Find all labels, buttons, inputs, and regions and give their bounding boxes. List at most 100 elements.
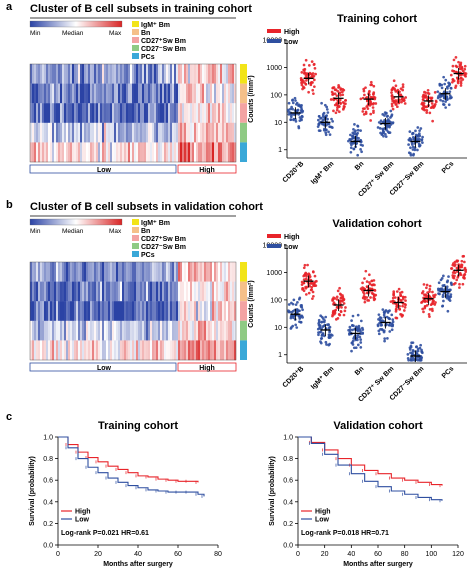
- heatmap-cell: [212, 281, 215, 302]
- data-point: [442, 274, 445, 278]
- heatmap-cell: [132, 142, 135, 163]
- heatmap-cell: [72, 320, 75, 341]
- heatmap-cell: [206, 301, 209, 321]
- data-point: [304, 73, 308, 77]
- data-point: [321, 317, 325, 320]
- data-point: [422, 310, 425, 314]
- data-point: [296, 301, 299, 304]
- heatmap-cell: [204, 340, 207, 361]
- heatmap-cell: [116, 301, 119, 321]
- data-point: [312, 78, 316, 82]
- heatmap-subset-strip: [240, 281, 247, 302]
- heatmap-cell: [222, 142, 225, 163]
- heatmap-cell: [152, 340, 155, 361]
- heatmap-cell: [62, 64, 65, 84]
- heatmap-cell: [56, 340, 59, 361]
- data-point: [413, 148, 417, 152]
- x-category-label: PCs: [441, 160, 456, 175]
- survival-curve-low: [58, 436, 205, 497]
- data-point: [420, 348, 423, 352]
- data-point: [384, 309, 387, 313]
- data-point: [352, 128, 355, 131]
- heatmap-cell: [148, 122, 151, 143]
- data-point: [331, 86, 335, 90]
- heatmap-cell: [162, 320, 165, 341]
- heatmap-cell: [220, 142, 223, 163]
- heatmap-cell: [58, 142, 61, 163]
- data-point: [443, 82, 447, 86]
- subset-legend-label: IgM⁺ Bm: [141, 22, 170, 29]
- y-tick-label: 0.6: [283, 478, 293, 485]
- heatmap-cell: [194, 320, 197, 341]
- heatmap-cell: [122, 142, 125, 163]
- heatmap-cell: [42, 142, 45, 163]
- heatmap-title-a: Cluster of B cell subsets in training co…: [30, 3, 252, 15]
- y-axis-label: Counts (/mm²): [248, 75, 255, 122]
- data-point: [359, 345, 363, 349]
- data-point: [297, 125, 301, 128]
- data-point: [434, 99, 438, 103]
- heatmap-cell: [216, 103, 219, 123]
- data-point: [441, 304, 445, 308]
- heatmap-cell: [206, 281, 209, 302]
- heatmap-cell: [196, 262, 199, 282]
- heatmap-cell: [188, 320, 191, 341]
- data-point: [310, 60, 314, 63]
- heatmap-cell: [76, 320, 79, 341]
- data-point: [338, 91, 342, 95]
- heatmap-cell: [230, 103, 233, 123]
- data-point: [407, 151, 411, 155]
- data-point: [401, 314, 405, 317]
- heatmap-cell: [48, 262, 51, 282]
- heatmap-cell: [30, 122, 33, 143]
- heatmap-cell: [174, 262, 177, 282]
- heatmap-cell: [152, 64, 155, 84]
- heatmap-cell: [98, 320, 101, 341]
- heatmap-cell: [138, 142, 141, 163]
- heatmap-cell: [70, 83, 73, 104]
- heatmap-cell: [64, 122, 67, 143]
- data-point: [432, 295, 436, 299]
- heatmap-cell: [228, 340, 231, 361]
- heatmap-cell: [56, 103, 59, 123]
- data-point: [412, 356, 415, 360]
- heatmap-cell: [66, 320, 69, 341]
- data-point: [402, 99, 406, 103]
- heatmap-cell: [170, 64, 173, 84]
- heatmap-cell: [86, 64, 89, 84]
- data-point: [352, 136, 356, 139]
- heatmap-cell: [104, 340, 107, 361]
- heatmap-cell: [180, 103, 183, 123]
- heatmap-cell: [178, 83, 181, 104]
- heatmap-cell: [48, 83, 51, 104]
- data-point: [288, 310, 291, 313]
- heatmap-cell: [198, 262, 201, 282]
- data-point: [452, 69, 456, 73]
- heatmap-cell: [142, 340, 145, 361]
- heatmap-cell: [60, 281, 63, 302]
- heatmap-cell: [88, 64, 91, 84]
- heatmap-cell: [148, 281, 151, 302]
- heatmap-cell: [212, 340, 215, 361]
- heatmap-cell: [198, 83, 201, 104]
- heatmap-cell: [106, 103, 109, 123]
- heatmap-cell: [30, 142, 33, 163]
- heatmap-cell: [166, 340, 169, 361]
- heatmap-cell: [104, 320, 107, 341]
- heatmap-cell: [204, 83, 207, 104]
- heatmap-cell: [154, 103, 157, 123]
- heatmap-cell: [120, 320, 123, 341]
- heatmap-cell: [208, 122, 211, 143]
- heatmap-cell: [214, 301, 217, 321]
- x-category-label: Bn: [354, 160, 366, 172]
- heatmap-cell: [116, 142, 119, 163]
- heatmap-cell: [234, 83, 237, 104]
- heatmap-cell: [144, 320, 147, 341]
- heatmap-cell: [120, 301, 123, 321]
- heatmap-cell: [230, 83, 233, 104]
- heatmap-cell: [220, 64, 223, 84]
- heatmap-cell: [100, 122, 103, 143]
- heatmap-cell: [180, 340, 183, 361]
- heatmap-cell: [164, 301, 167, 321]
- heatmap-title-b: Cluster of B cell subsets in validation …: [30, 201, 263, 213]
